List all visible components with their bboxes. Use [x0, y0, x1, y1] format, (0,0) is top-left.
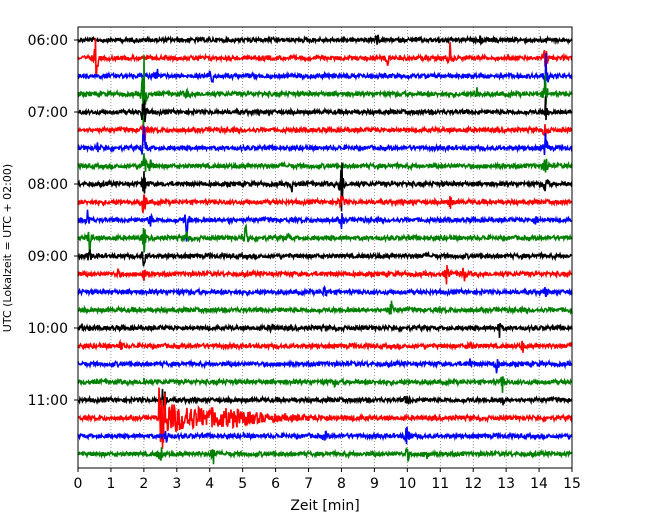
trace-1030 [77, 358, 573, 374]
trace-0815 [77, 194, 573, 213]
traces [77, 34, 573, 465]
x-tick-label: 14 [530, 476, 548, 492]
x-tick-label: 10 [398, 476, 416, 492]
trace-line [77, 52, 573, 91]
trace-line [77, 34, 573, 46]
trace-line [77, 388, 573, 410]
y-tick-label: 06:00 [28, 33, 68, 49]
x-tick-label: 7 [304, 476, 313, 492]
trace-1045 [77, 376, 573, 393]
trace-0630 [77, 52, 573, 91]
x-tick-label: 0 [74, 476, 83, 492]
trace-line [77, 55, 573, 140]
trace-line [77, 300, 573, 316]
trace-0800 [77, 162, 573, 212]
x-axis-label: Zeit [min] [290, 498, 359, 514]
trace-1130 [77, 426, 573, 445]
trace-line [77, 284, 573, 298]
trace-line [77, 265, 573, 285]
trace-line [77, 162, 573, 212]
y-axis-label: UTC (Lokalzeit = UTC + 02:00) [1, 164, 14, 332]
trace-0845 [77, 223, 573, 254]
trace-line [77, 153, 573, 173]
x-tick-label: 11 [431, 476, 449, 492]
trace-0915 [77, 265, 573, 285]
trace-line [77, 223, 573, 254]
trace-0615 [77, 37, 573, 78]
y-tick-label: 10:00 [28, 321, 68, 337]
x-tick-label: 5 [238, 476, 247, 492]
trace-0945 [77, 300, 573, 316]
plot-frame [77, 26, 573, 469]
trace-line [77, 209, 573, 242]
y-tick-label: 07:00 [28, 105, 68, 121]
trace-0730 [77, 126, 573, 156]
trace-0600 [77, 34, 573, 46]
trace-0645 [77, 55, 573, 140]
trace-line [77, 96, 573, 123]
trace-line [77, 358, 573, 374]
y-tick-label: 08:00 [28, 177, 68, 193]
x-tick-label: 3 [172, 476, 181, 492]
trace-line [77, 338, 573, 353]
x-tick-label: 9 [370, 476, 379, 492]
trace-0900 [77, 249, 573, 267]
trace-1100 [77, 388, 573, 410]
y-tick-label: 09:00 [28, 249, 68, 265]
x-tick-label: 4 [205, 476, 214, 492]
trace-0715 [77, 124, 573, 142]
trace-0830 [77, 209, 573, 242]
trace-line [77, 376, 573, 393]
trace-line [77, 124, 573, 142]
x-tick-label: 2 [139, 476, 148, 492]
trace-1015 [77, 338, 573, 353]
trace-0700 [77, 96, 573, 123]
y-axis: 06:00 07:00 08:00 09:00 10:00 11:00 [28, 33, 78, 409]
x-axis: 0 1 2 3 4 5 6 7 8 9 10 11 12 13 14 15 [74, 468, 581, 492]
trace-line [77, 194, 573, 213]
x-tick-label: 15 [563, 476, 581, 492]
trace-line [77, 446, 573, 465]
trace-line [77, 426, 573, 445]
x-tick-label: 12 [464, 476, 482, 492]
trace-0930 [77, 284, 573, 298]
trace-1000 [77, 322, 573, 338]
y-tick-label: 11:00 [28, 393, 68, 409]
x-tick-label: 8 [337, 476, 346, 492]
x-tick-label: 6 [271, 476, 280, 492]
x-tick-label: 13 [497, 476, 515, 492]
trace-1145 [77, 446, 573, 465]
x-tick-label: 1 [106, 476, 115, 492]
trace-0745 [77, 153, 573, 173]
plot-area [78, 27, 572, 468]
trace-line [77, 37, 573, 78]
trace-line [77, 249, 573, 267]
trace-line [77, 126, 573, 156]
trace-line [77, 322, 573, 338]
